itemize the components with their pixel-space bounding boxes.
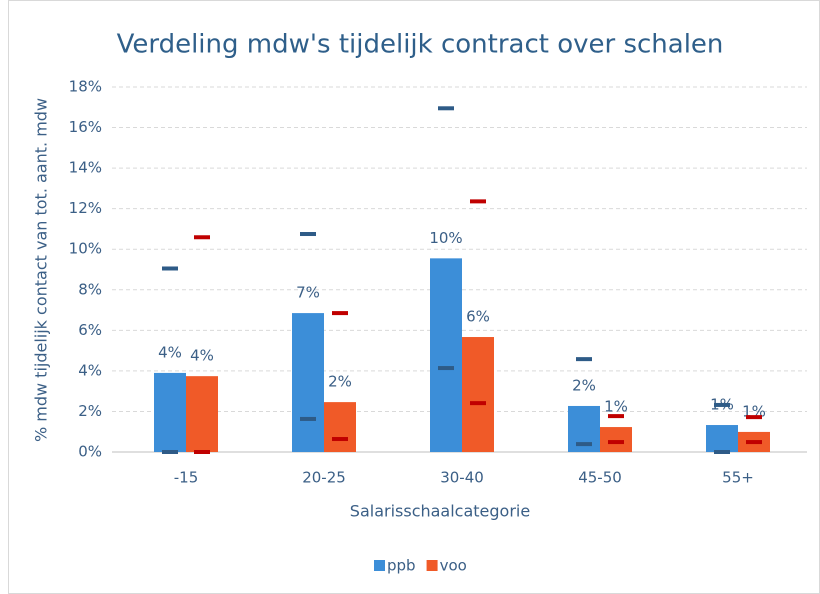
value-label: 2% bbox=[328, 373, 352, 391]
bar bbox=[462, 337, 494, 452]
y-tick-label: 2% bbox=[78, 402, 102, 420]
y-axis-label: % mdw tijdelijk contact van tot. aant. m… bbox=[32, 98, 51, 442]
value-label: 6% bbox=[466, 308, 490, 326]
y-tick-label: 16% bbox=[69, 118, 102, 136]
bar bbox=[430, 258, 462, 452]
chart-title: Verdeling mdw's tijdelijk contract over … bbox=[117, 30, 724, 60]
low-marker bbox=[746, 440, 762, 445]
high-marker bbox=[746, 415, 762, 420]
x-axis-label: Salarisschaalcategorie bbox=[350, 502, 530, 521]
y-tick-label: 18% bbox=[69, 78, 102, 96]
low-marker bbox=[576, 442, 592, 447]
value-label: 4% bbox=[190, 347, 214, 365]
high-marker bbox=[576, 357, 592, 362]
high-marker bbox=[608, 414, 624, 419]
bar bbox=[706, 425, 738, 452]
bar bbox=[600, 427, 632, 452]
legend-swatch bbox=[426, 560, 438, 571]
low-marker bbox=[714, 450, 730, 454]
y-tick-label: 0% bbox=[78, 443, 102, 461]
high-marker bbox=[470, 199, 486, 204]
high-marker bbox=[162, 266, 178, 271]
low-marker bbox=[194, 450, 210, 454]
high-marker bbox=[438, 106, 454, 111]
high-marker bbox=[194, 235, 210, 240]
legend-label: voo bbox=[440, 557, 467, 575]
bar bbox=[186, 376, 218, 452]
value-label: 4% bbox=[158, 343, 182, 361]
bar bbox=[154, 372, 186, 452]
bar bbox=[292, 313, 324, 452]
x-tick-label: 45-50 bbox=[578, 469, 622, 487]
high-marker bbox=[332, 311, 348, 316]
high-marker bbox=[300, 232, 316, 237]
legend-label: ppb bbox=[387, 557, 416, 575]
high-marker bbox=[714, 402, 730, 407]
y-tick-label: 12% bbox=[69, 199, 102, 217]
x-tick-label: 30-40 bbox=[440, 469, 484, 487]
legend-swatch bbox=[374, 560, 385, 571]
y-tick-label: 14% bbox=[69, 159, 102, 177]
y-tick-label: 4% bbox=[78, 361, 102, 379]
low-marker bbox=[470, 401, 486, 406]
value-label: 7% bbox=[296, 284, 320, 302]
low-marker bbox=[438, 366, 454, 371]
low-marker bbox=[332, 437, 348, 442]
y-tick-label: 10% bbox=[69, 240, 102, 258]
low-marker bbox=[162, 450, 178, 454]
x-tick-label: -15 bbox=[174, 469, 199, 487]
bar bbox=[324, 402, 356, 452]
low-marker bbox=[300, 416, 316, 421]
chart-frame bbox=[8, 0, 820, 594]
value-label: 2% bbox=[572, 376, 596, 394]
x-tick-label: 20-25 bbox=[302, 469, 346, 487]
low-marker bbox=[608, 440, 624, 445]
y-tick-label: 8% bbox=[78, 280, 102, 298]
value-label: 1% bbox=[604, 398, 628, 416]
value-label: 10% bbox=[429, 229, 462, 247]
y-tick-label: 6% bbox=[78, 321, 102, 339]
x-tick-label: 55+ bbox=[722, 469, 754, 487]
